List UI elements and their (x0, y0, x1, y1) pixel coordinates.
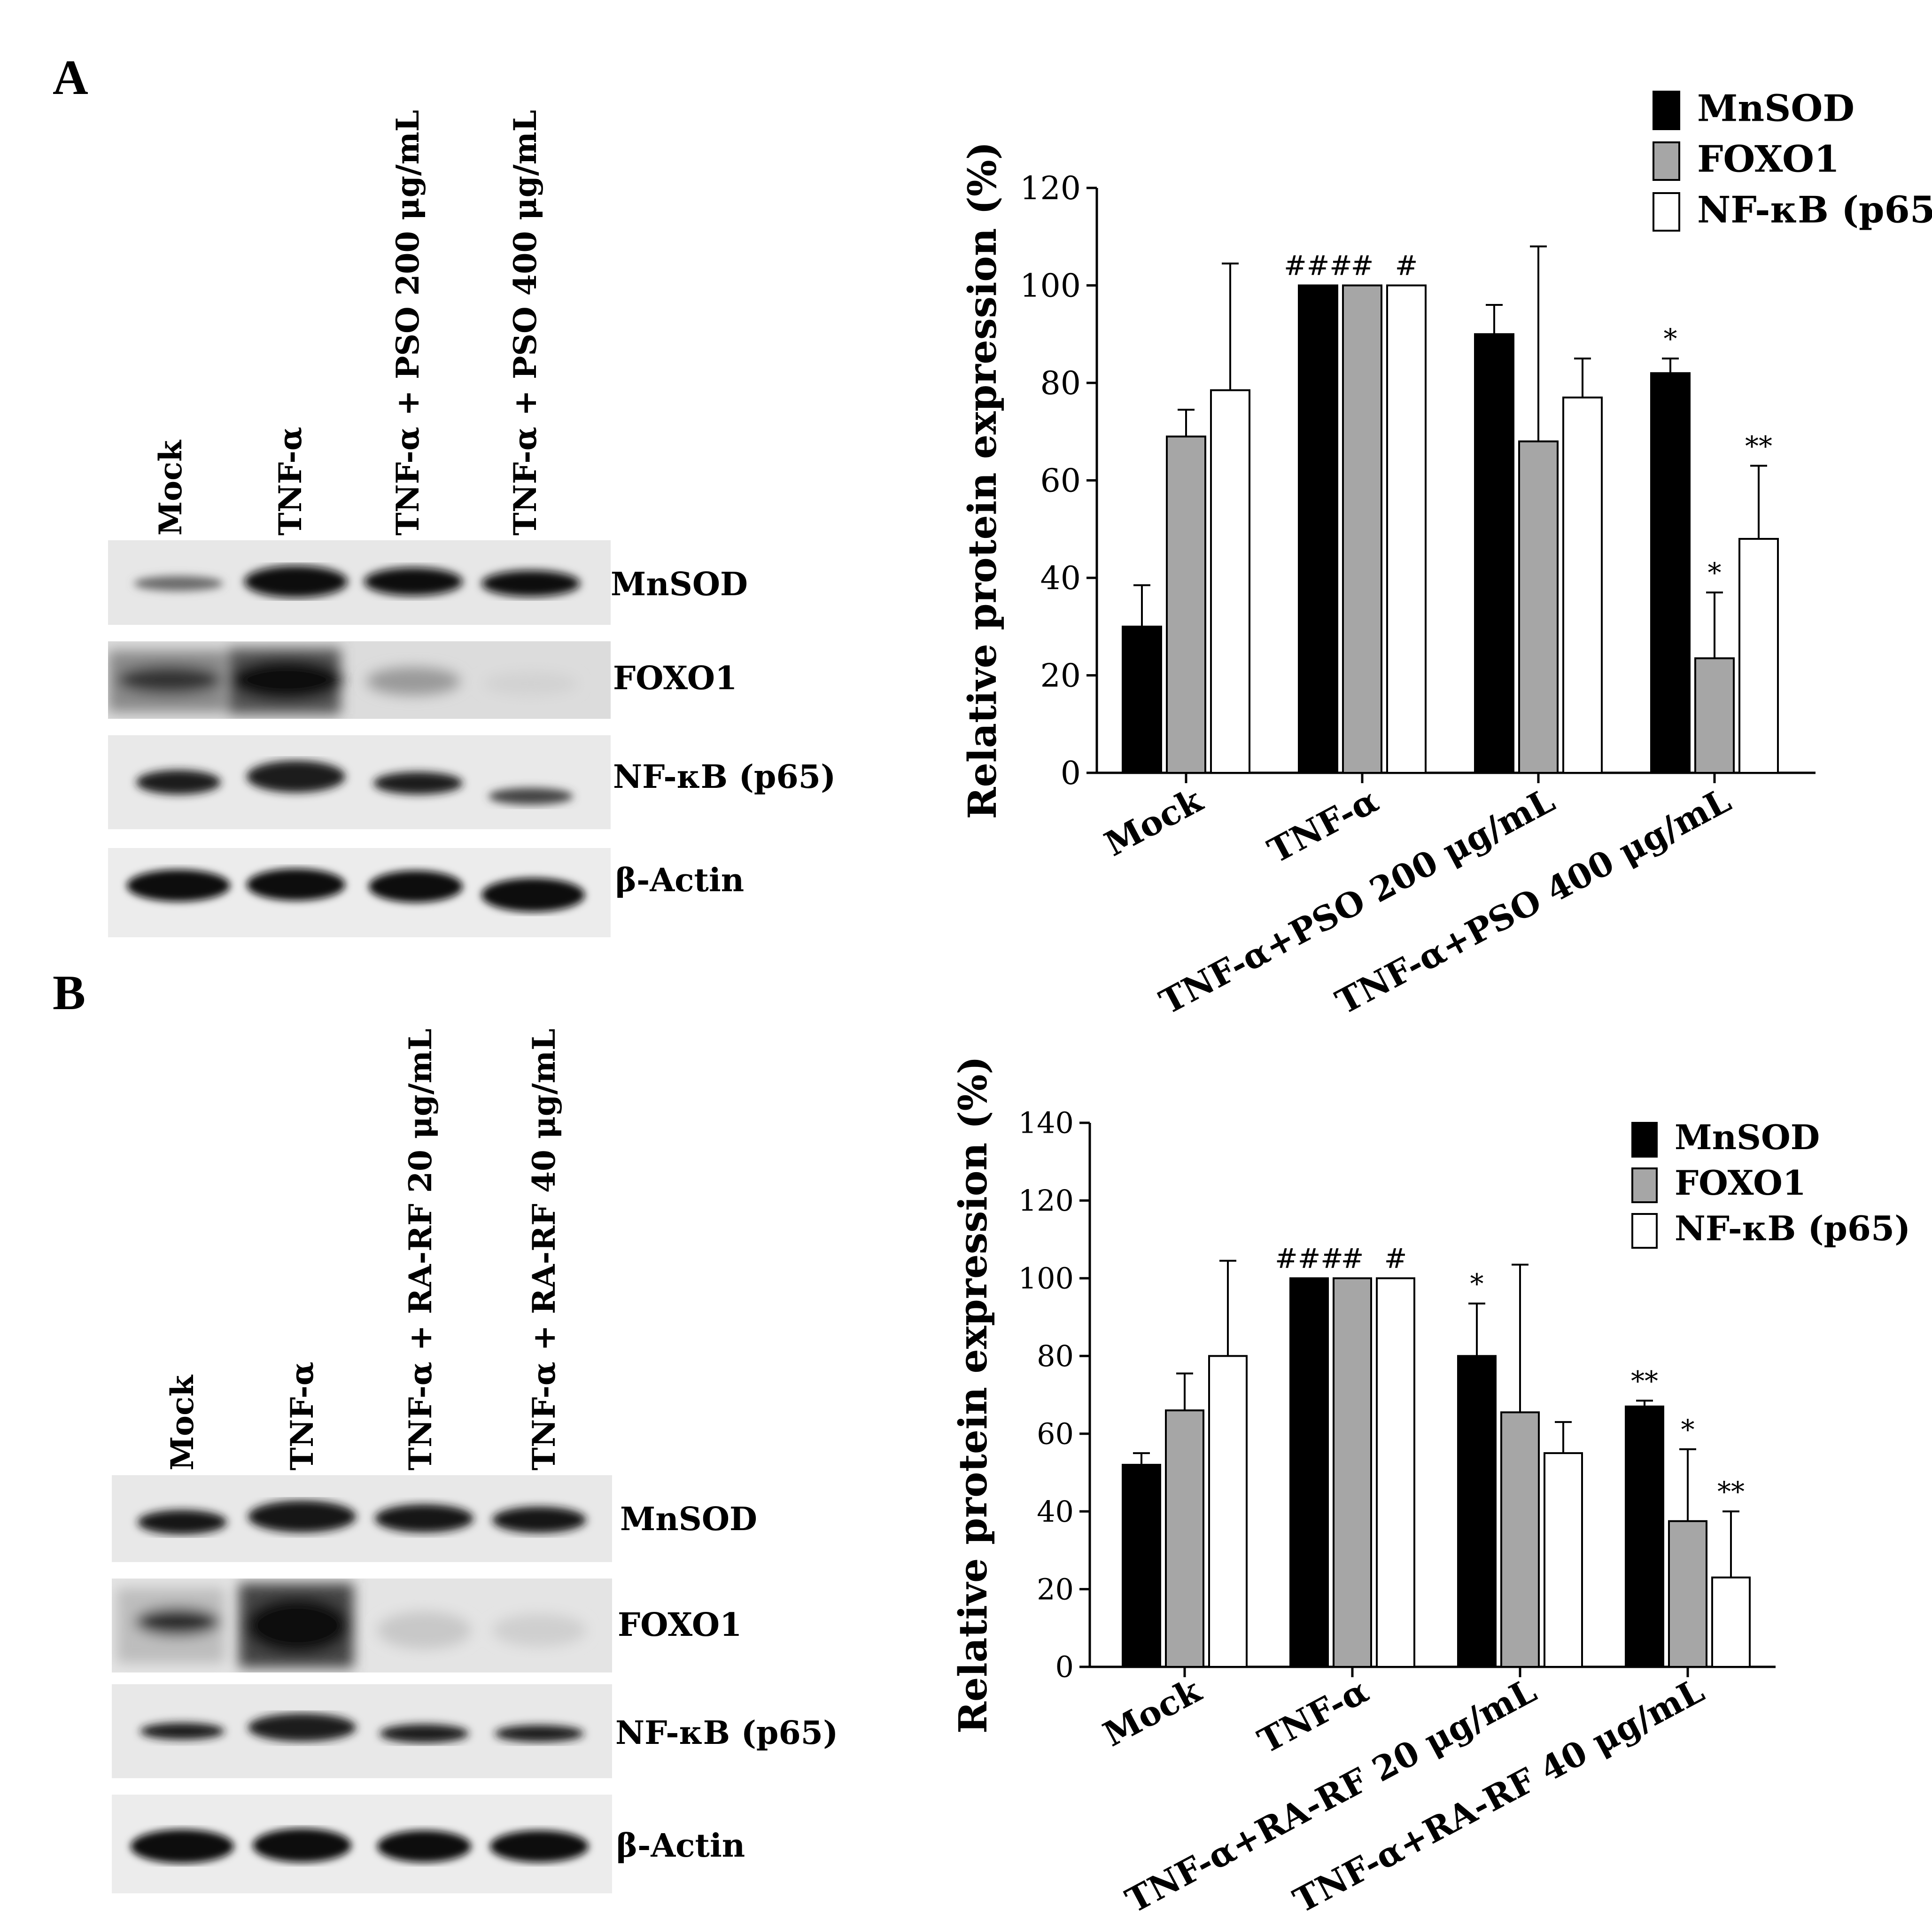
bar-b-3-2 (1711, 1576, 1751, 1668)
blot-a-actin (108, 848, 611, 937)
bar-b-0-2 (1208, 1355, 1248, 1668)
bar-a-0-1 (1166, 436, 1206, 774)
category-label-b-1: TNF-α (1251, 1670, 1375, 1761)
y-tick-label-a-6: 120 (1020, 170, 1081, 207)
bar-b-0-0 (1122, 1463, 1161, 1668)
y-tick-label-b-7: 140 (1018, 1106, 1074, 1140)
bar-b-3-1 (1668, 1520, 1707, 1668)
significance-b-3-2: ** (1717, 1476, 1745, 1508)
bar-a-0-0 (1122, 625, 1162, 774)
bar-b-3-0 (1625, 1405, 1664, 1668)
bar-b-1-1 (1333, 1277, 1372, 1668)
significance-b-3-0: ** (1631, 1365, 1658, 1397)
panel-b-letter: B (53, 965, 86, 1020)
bar-b-1-2 (1376, 1277, 1415, 1668)
significance-a-3-2: ** (1745, 430, 1772, 462)
legend-label-b-0: MnSOD (1675, 1117, 1820, 1157)
blot-label-b-foxo1: FOXO1 (618, 1606, 742, 1644)
bar-a-3-2 (1738, 538, 1779, 774)
significance-b-3-1: * (1681, 1414, 1695, 1446)
category-label-a-0: Mock (1098, 779, 1210, 864)
bar-a-2-0 (1474, 333, 1514, 774)
category-label-b-0: Mock (1097, 1670, 1208, 1754)
legend-label-b-2: NF-κB (p65) (1675, 1208, 1910, 1248)
y-axis-label-a: Relative protein expression (%) (960, 141, 1005, 819)
bar-b-1-0 (1289, 1277, 1329, 1668)
significance-b-1-1: # (1341, 1243, 1364, 1275)
blot-label-a-mnsod: MnSOD (611, 566, 748, 603)
legend-label-b-1: FOXO1 (1675, 1163, 1806, 1203)
blot-a-nfkb (108, 735, 611, 829)
blot-label-a-foxo1: FOXO1 (613, 660, 737, 697)
category-label-a-1: TNF-α (1261, 780, 1385, 871)
bar-b-2-1 (1500, 1411, 1540, 1668)
blot-a-mnsod (108, 540, 611, 625)
legend-swatch-b-2 (1631, 1213, 1658, 1249)
legend-label-a-0: MnSOD (1697, 87, 1854, 130)
blot-label-a-actin: β-Actin (615, 862, 745, 899)
legend-swatch-b-0 (1631, 1122, 1658, 1158)
y-axis-label-b: Relative protein expression (%) (951, 1056, 996, 1734)
bar-b-0-1 (1165, 1409, 1204, 1668)
y-tick-label-a-5: 100 (1020, 267, 1081, 304)
bar-a-1-2 (1386, 284, 1427, 774)
y-tick-label-a-4: 80 (1040, 365, 1081, 402)
blot-b-foxo1 (112, 1579, 612, 1672)
blot-b-mnsod (112, 1475, 612, 1562)
bar-a-2-1 (1518, 440, 1559, 774)
blot-label-b-nfkb: NF-κB (p65) (615, 1714, 838, 1752)
legend-swatch-a-1 (1653, 141, 1680, 181)
y-tick-label-a-0: 0 (1061, 755, 1081, 792)
significance-a-1-1: # (1351, 250, 1374, 282)
y-tick-label-b-2: 40 (1037, 1494, 1074, 1529)
y-tick-label-a-1: 20 (1040, 657, 1081, 694)
y-tick-label-b-5: 100 (1018, 1261, 1074, 1296)
significance-a-3-0: * (1664, 323, 1677, 355)
blot-b-actin (112, 1795, 612, 1893)
blot-label-a-nfkb: NF-κB (p65) (613, 758, 836, 796)
legend-swatch-b-1 (1631, 1167, 1658, 1203)
blot-label-b-mnsod: MnSOD (620, 1501, 758, 1538)
y-tick-label-b-1: 20 (1037, 1572, 1074, 1606)
blot-a-foxo1 (108, 641, 611, 719)
y-tick-label-b-0: 0 (1055, 1650, 1074, 1684)
bar-b-2-2 (1544, 1452, 1583, 1668)
legend-swatch-a-2 (1653, 192, 1680, 232)
bar-a-2-2 (1562, 397, 1603, 774)
blot-label-b-actin: β-Actin (616, 1827, 745, 1865)
y-tick-label-b-4: 80 (1037, 1339, 1074, 1373)
bar-a-1-0 (1298, 284, 1338, 774)
panel-a-letter: A (53, 50, 88, 105)
significance-b-1-2: # (1384, 1243, 1407, 1275)
significance-a-1-0: ### (1284, 250, 1352, 282)
significance-b-2-0: * (1470, 1268, 1484, 1300)
legend-swatch-a-0 (1653, 91, 1680, 130)
bar-a-3-1 (1694, 657, 1735, 774)
bar-a-0-2 (1210, 389, 1250, 774)
y-tick-label-b-3: 60 (1037, 1416, 1074, 1451)
significance-b-1-0: ### (1275, 1243, 1343, 1275)
significance-a-1-2: # (1395, 250, 1418, 282)
legend-label-a-1: FOXO1 (1697, 138, 1839, 180)
blot-b-nfkb (112, 1684, 612, 1778)
bar-a-1-1 (1342, 284, 1382, 774)
y-tick-label-a-2: 40 (1040, 560, 1081, 597)
y-tick-label-a-3: 60 (1040, 462, 1081, 499)
significance-a-3-1: * (1708, 557, 1722, 589)
y-tick-label-b-6: 120 (1018, 1183, 1074, 1218)
legend-label-a-2: NF-κB (p65) (1697, 188, 1932, 231)
bar-a-3-0 (1650, 372, 1691, 774)
bar-b-2-0 (1457, 1355, 1497, 1668)
